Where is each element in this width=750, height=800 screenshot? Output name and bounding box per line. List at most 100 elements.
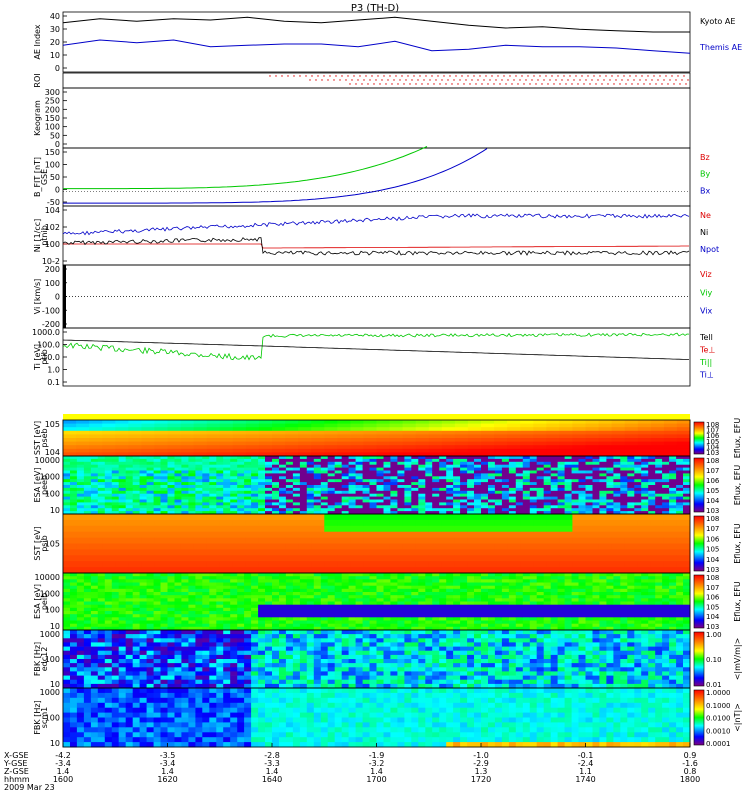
heatmap-cell	[637, 549, 652, 556]
heatmap-cell	[230, 499, 238, 503]
heatmap-cell	[546, 514, 560, 521]
heatmap-cell	[362, 576, 370, 580]
heatmap-cell	[209, 604, 217, 609]
roi-dot	[493, 83, 495, 85]
heatmap-cell	[298, 427, 312, 432]
heatmap-cell	[202, 592, 210, 596]
heatmap-cell	[258, 458, 266, 463]
heatmap-cell	[167, 467, 175, 471]
heatmap-cell	[348, 485, 356, 489]
heatmap-cell	[139, 502, 147, 506]
heatmap-cell	[564, 592, 572, 596]
roi-dot	[621, 79, 623, 81]
heatmap-cell	[230, 482, 238, 486]
heatmap-cell	[223, 588, 231, 593]
heatmap-cell	[285, 470, 294, 474]
heatmap-cell	[279, 595, 287, 599]
heatmap-cell	[160, 476, 168, 480]
heatmap-cell	[446, 470, 454, 474]
heatmap-cell	[439, 490, 447, 495]
heatmap-cell	[125, 470, 134, 474]
heatmap-cell	[311, 452, 325, 457]
heatmap-cell	[634, 476, 642, 480]
heatmap-cell	[488, 487, 496, 492]
heatmap-cell	[599, 595, 607, 599]
heatmap-cell	[363, 441, 377, 446]
heatmap-cell	[474, 623, 482, 628]
heatmap-cell	[232, 519, 247, 527]
heatmap-cell	[244, 604, 252, 609]
heatmap-cell	[522, 493, 531, 497]
heatmap-cell	[397, 496, 405, 500]
heatmap-cell	[397, 582, 405, 587]
heatmap-cell	[299, 485, 308, 489]
heatmap-cell	[613, 470, 621, 474]
heatmap-cell	[474, 626, 482, 631]
heatmap-cell	[585, 576, 593, 580]
heatmap-cell	[557, 601, 565, 606]
heatmap-cell	[585, 476, 593, 480]
heatmap-cell	[669, 626, 677, 631]
heatmap-cell	[494, 502, 503, 506]
colorbar-tick-label: 108	[706, 421, 719, 429]
heatmap-cell	[118, 482, 127, 486]
roi-dot	[521, 75, 523, 77]
heatmap-cell	[592, 479, 600, 483]
heatmap-cell	[515, 626, 524, 631]
heatmap-cell	[320, 592, 329, 596]
heatmap-cell	[153, 467, 161, 471]
heatmap-cell	[481, 617, 489, 621]
heatmap-cell	[460, 582, 468, 587]
heatmap-cell	[111, 482, 120, 486]
heatmap-cell	[397, 588, 405, 593]
heatmap-cell	[125, 659, 134, 664]
heatmap-cell	[520, 549, 534, 556]
heatmap-cell	[599, 623, 607, 628]
heatmap-cell	[237, 485, 245, 489]
heatmap-cell	[237, 493, 245, 497]
heatmap-cell	[663, 427, 678, 432]
heatmap-cell	[153, 671, 161, 676]
heatmap-cell	[265, 573, 273, 577]
roi-dot	[557, 75, 559, 77]
heatmap-cell	[244, 588, 252, 593]
heatmap-cell	[258, 579, 266, 583]
heatmap-cell	[299, 511, 308, 515]
heatmap-cell	[606, 499, 614, 503]
heatmap-cell	[390, 479, 398, 483]
heatmap-cell	[132, 470, 141, 474]
heatmap-cell	[104, 642, 113, 647]
heatmap-cell	[174, 487, 182, 492]
heatmap-cell	[397, 487, 405, 492]
heatmap-cell	[543, 493, 552, 497]
heatmap-cell	[355, 588, 363, 593]
heatmap-cell	[118, 470, 127, 474]
heatmap-cell	[543, 604, 552, 609]
heatmap-cell	[598, 423, 613, 428]
heatmap-cell	[104, 476, 113, 480]
heatmap-cell	[63, 445, 77, 450]
heatmap-cell	[285, 441, 299, 446]
heatmap-cell	[669, 458, 677, 463]
heatmap-cell	[70, 499, 78, 503]
roi-dot	[349, 83, 351, 85]
heatmap-cell	[245, 561, 260, 568]
heatmap-cell	[251, 473, 259, 477]
heatmap-cell	[585, 573, 593, 577]
heatmap-cell	[327, 598, 336, 602]
roi-dot	[597, 79, 599, 81]
heatmap-cell	[97, 679, 106, 685]
heatmap-cell	[488, 595, 496, 599]
heatmap-cell	[63, 502, 71, 506]
heatmap-cell	[251, 579, 259, 583]
heatmap-cell	[272, 576, 280, 580]
heatmap-cell	[292, 607, 301, 612]
heatmap-cell	[655, 499, 663, 503]
heatmap-cell	[63, 642, 71, 647]
heatmap-cell	[90, 598, 99, 602]
heatmap-cell	[337, 537, 351, 544]
roi-dot	[391, 83, 393, 85]
heatmap-cell	[76, 663, 85, 668]
heatmap-cell	[279, 467, 287, 471]
